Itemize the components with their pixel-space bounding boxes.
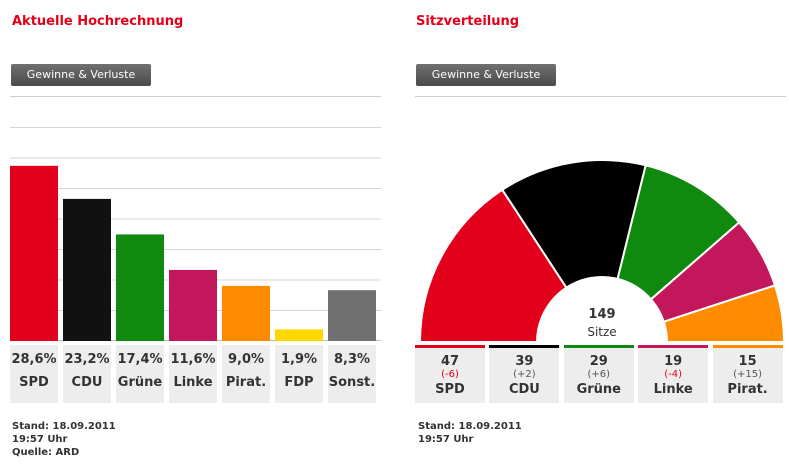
party-label: Pirat.: [225, 375, 267, 390]
seat-count: 39: [515, 354, 534, 369]
vote-share-label: 1,9%: [280, 352, 318, 367]
seat-count: 47: [440, 354, 460, 369]
vote-share-label: 11,6%: [170, 352, 216, 367]
party-label: Linke: [173, 375, 213, 390]
bar-grüne: [116, 234, 164, 341]
seat-cell: 47 (-6) SPD: [415, 345, 485, 403]
vote-cell: 8,3% Sonst.: [328, 345, 376, 403]
party-label: Sonst.: [328, 375, 376, 390]
right-stand-time: 19:57 Uhr: [418, 434, 474, 445]
seat-cell: 29 (+6) Grüne: [563, 345, 634, 403]
seat-change: (-6): [441, 369, 459, 380]
vote-cell: 28,6% SPD: [10, 345, 58, 403]
left-top-rule: [10, 96, 381, 97]
party-label: Linke: [653, 382, 693, 397]
bar-fdp: [275, 329, 323, 341]
party-label: Grüne: [117, 375, 163, 390]
left-stand-time: 19:57 Uhr: [12, 434, 68, 445]
vote-share-label: 8,3%: [333, 352, 371, 367]
seat-cell: 19 (-4) Linke: [638, 345, 709, 403]
vote-share-label: 28,6%: [11, 352, 57, 367]
vote-cell: 17,4% Grüne: [116, 345, 164, 403]
right-title: Sitzverteilung: [416, 14, 520, 29]
right-footer: Stand: 18.09.2011 19:57 Uhr: [418, 420, 522, 446]
vote-share-label: 9,0%: [227, 352, 265, 367]
vote-cell: 11,6% Linke: [169, 345, 217, 403]
vote-cell: 9,0% Pirat.: [222, 345, 270, 403]
left-stand-date: Stand: 18.09.2011: [12, 421, 116, 432]
bar-sonst: [328, 290, 376, 341]
bar-pirat: [222, 285, 270, 341]
bar-spd: [10, 165, 58, 341]
party-label: Grüne: [576, 382, 621, 397]
right-top-rule: [415, 96, 786, 97]
left-gains-losses-button[interactable]: Gewinne & Verluste: [11, 64, 151, 86]
party-label: CDU: [71, 375, 103, 390]
seat-count: 15: [738, 354, 757, 369]
left-title: Aktuelle Hochrechnung: [12, 14, 184, 29]
party-label: SPD: [435, 382, 465, 397]
seat-change: (+6): [587, 369, 611, 380]
vote-share-label: 23,2%: [64, 352, 110, 367]
seat-count: 29: [589, 354, 608, 369]
seat-change: (-4): [664, 369, 683, 380]
seat-distribution-chart: 149 Sitze: [418, 159, 786, 408]
party-label: Pirat.: [727, 382, 768, 397]
seat-cell: 15 (+15) Pirat.: [712, 345, 783, 403]
party-label: FDP: [284, 375, 314, 390]
left-footer: Stand: 18.09.2011 19:57 Uhr Quelle: ARD: [12, 420, 116, 459]
vote-cell: 1,9% FDP: [275, 345, 323, 403]
left-source: Quelle: ARD: [12, 447, 80, 458]
party-label: CDU: [508, 382, 540, 397]
seat-change: (+2): [513, 369, 536, 380]
party-label: SPD: [19, 375, 49, 390]
bar-linke: [169, 269, 217, 341]
right-gains-losses-button[interactable]: Gewinne & Verluste: [416, 64, 556, 86]
vote-share-bar-chart: [10, 127, 381, 341]
bar-cdu: [63, 198, 111, 341]
total-seats: 149: [588, 307, 615, 322]
seat-cell: 39 (+2) CDU: [489, 345, 560, 403]
seat-count: 19: [664, 354, 683, 369]
seat-change: (+15): [733, 369, 763, 380]
vote-share-label: 17,4%: [117, 352, 163, 367]
right-stand-date: Stand: 18.09.2011: [418, 421, 522, 432]
seats-label: Sitze: [587, 325, 616, 339]
vote-cell: 23,2% CDU: [63, 345, 111, 403]
